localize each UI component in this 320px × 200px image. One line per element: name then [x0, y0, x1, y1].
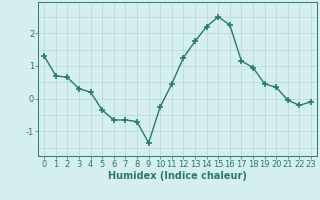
X-axis label: Humidex (Indice chaleur): Humidex (Indice chaleur) [108, 171, 247, 181]
